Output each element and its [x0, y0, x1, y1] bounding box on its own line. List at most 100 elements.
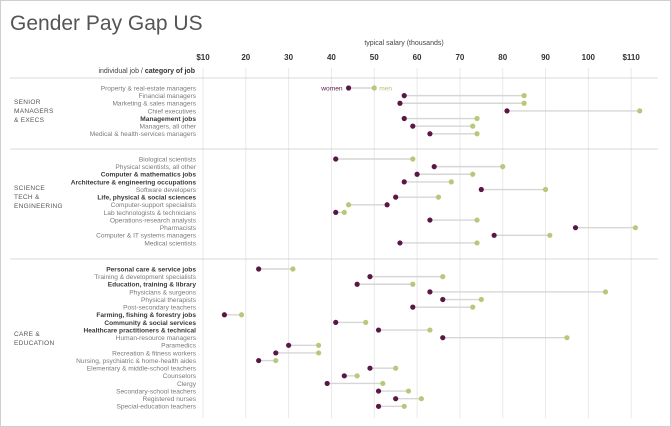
chart-title: Gender Pay Gap US: [10, 12, 203, 35]
men-dot: [602, 289, 609, 295]
row-label: Clergy: [177, 381, 197, 388]
row-label: Elementary & middle-school teachers: [87, 366, 197, 373]
men-dot: [354, 373, 360, 379]
men-dot: [290, 266, 296, 272]
row-label: Computer & mathematics jobs: [101, 172, 197, 179]
men-dot: [363, 319, 369, 326]
men-dot: [564, 335, 570, 341]
women-dot: [427, 131, 433, 137]
men-dot: [474, 115, 480, 122]
women-dot: [427, 217, 433, 223]
women-dot: [341, 373, 347, 379]
y-axis-label-separator: /: [139, 68, 145, 75]
x-tick-label: $10: [196, 53, 210, 62]
women-dot: [410, 304, 416, 310]
legend: women men: [320, 85, 392, 92]
row-label: Property & real-estate managers: [101, 85, 197, 92]
row-label: Computer & IT systems managers: [96, 233, 197, 240]
women-dot: [333, 209, 339, 216]
row-label: Physical therapists: [141, 297, 197, 304]
row-label: Human-resource managers: [116, 335, 197, 342]
row-label: Life, physical & social sciences: [97, 195, 196, 202]
men-dot: [401, 403, 407, 409]
group-labels: SENIOR MANAGERS & EXECS SCIENCE TECH & ENGINE…: [14, 99, 63, 347]
row-label: Operations-research analysts: [110, 217, 197, 224]
row-label: Paramedics: [161, 343, 197, 350]
women-dot: [397, 100, 403, 106]
women-dot: [221, 312, 228, 318]
x-tick-label: 70: [455, 53, 464, 62]
men-dot: [345, 202, 352, 208]
men-dot: [238, 312, 245, 318]
women-dot: [256, 266, 262, 272]
men-dot: [405, 388, 412, 394]
row-label: Management jobs: [140, 116, 196, 123]
men-dot: [448, 179, 454, 185]
row-label: Pharmacists: [160, 225, 197, 232]
x-tick-label: 50: [370, 53, 379, 62]
women-dot: [393, 396, 399, 402]
women-dot: [427, 289, 433, 295]
men-dot: [341, 209, 347, 216]
group-label: SCIENCE: [14, 185, 45, 192]
men-dot: [470, 304, 476, 310]
men-dot: [410, 156, 416, 162]
row-label: Medical & health-services managers: [90, 131, 197, 138]
women-dot: [491, 232, 497, 238]
group-label: SENIOR: [14, 99, 41, 106]
row-label: Education, training & library: [108, 282, 197, 289]
x-tick-label: 80: [498, 53, 507, 62]
men-dot: [273, 357, 279, 364]
women-dot: [478, 186, 484, 193]
row-label: Financial managers: [138, 93, 196, 100]
legend-women: women: [320, 85, 343, 92]
men-dot: [410, 281, 416, 287]
men-dot: [427, 327, 433, 333]
row-label: Software developers: [136, 187, 197, 194]
row-label: Marketing & sales managers: [112, 101, 196, 108]
men-dot: [470, 123, 476, 129]
row-label: Physical scientists, all other: [115, 164, 196, 171]
men-dot: [440, 274, 446, 280]
men-dot: [521, 100, 527, 106]
y-axis-label-job: individual job: [98, 68, 139, 75]
men-dot: [637, 108, 643, 114]
men-dot: [474, 131, 480, 137]
women-dot: [397, 240, 403, 246]
women-dot: [375, 403, 382, 409]
x-tick-label: 90: [541, 53, 550, 62]
row-label: Registered nurses: [142, 396, 196, 403]
row-label: Personal care & service jobs: [106, 266, 196, 273]
row-label: Lab technologists & technicians: [104, 210, 197, 217]
group-label: & EXECS: [14, 117, 45, 124]
data-rows: Property & real-estate managersFinancial…: [71, 85, 643, 411]
women-dot: [256, 357, 262, 364]
row-label: Architecture & engineering occupations: [71, 179, 197, 186]
group-label: ENGINEERING: [14, 203, 63, 210]
men-dot: [316, 350, 322, 356]
men-dot: [542, 186, 549, 193]
women-dot: [354, 281, 360, 287]
row-label: Counselors: [163, 373, 197, 380]
men-dot: [474, 217, 480, 223]
women-dot: [384, 202, 390, 208]
men-dot: [380, 380, 386, 387]
men-dot: [632, 225, 639, 231]
row-label: Nursing, psychiatric & home-health aides: [76, 358, 197, 365]
row-label: Computer-support specialists: [111, 202, 197, 209]
group-separators: [10, 77, 658, 260]
women-dot: [401, 93, 407, 99]
men-dot: [521, 93, 527, 99]
women-dot: [375, 327, 382, 333]
x-tick-label: 60: [413, 53, 422, 62]
y-axis-label: individual job / category of job: [98, 68, 195, 75]
men-dot: [474, 240, 480, 246]
men-dot: [316, 342, 322, 348]
women-dot: [440, 296, 446, 303]
women-dot: [440, 335, 446, 341]
group-label: EDUCATION: [14, 340, 55, 347]
women-dot: [410, 123, 416, 129]
row-label: Farming, fishing & forestry jobs: [96, 312, 196, 319]
row-label: Special-education teachers: [116, 404, 196, 411]
